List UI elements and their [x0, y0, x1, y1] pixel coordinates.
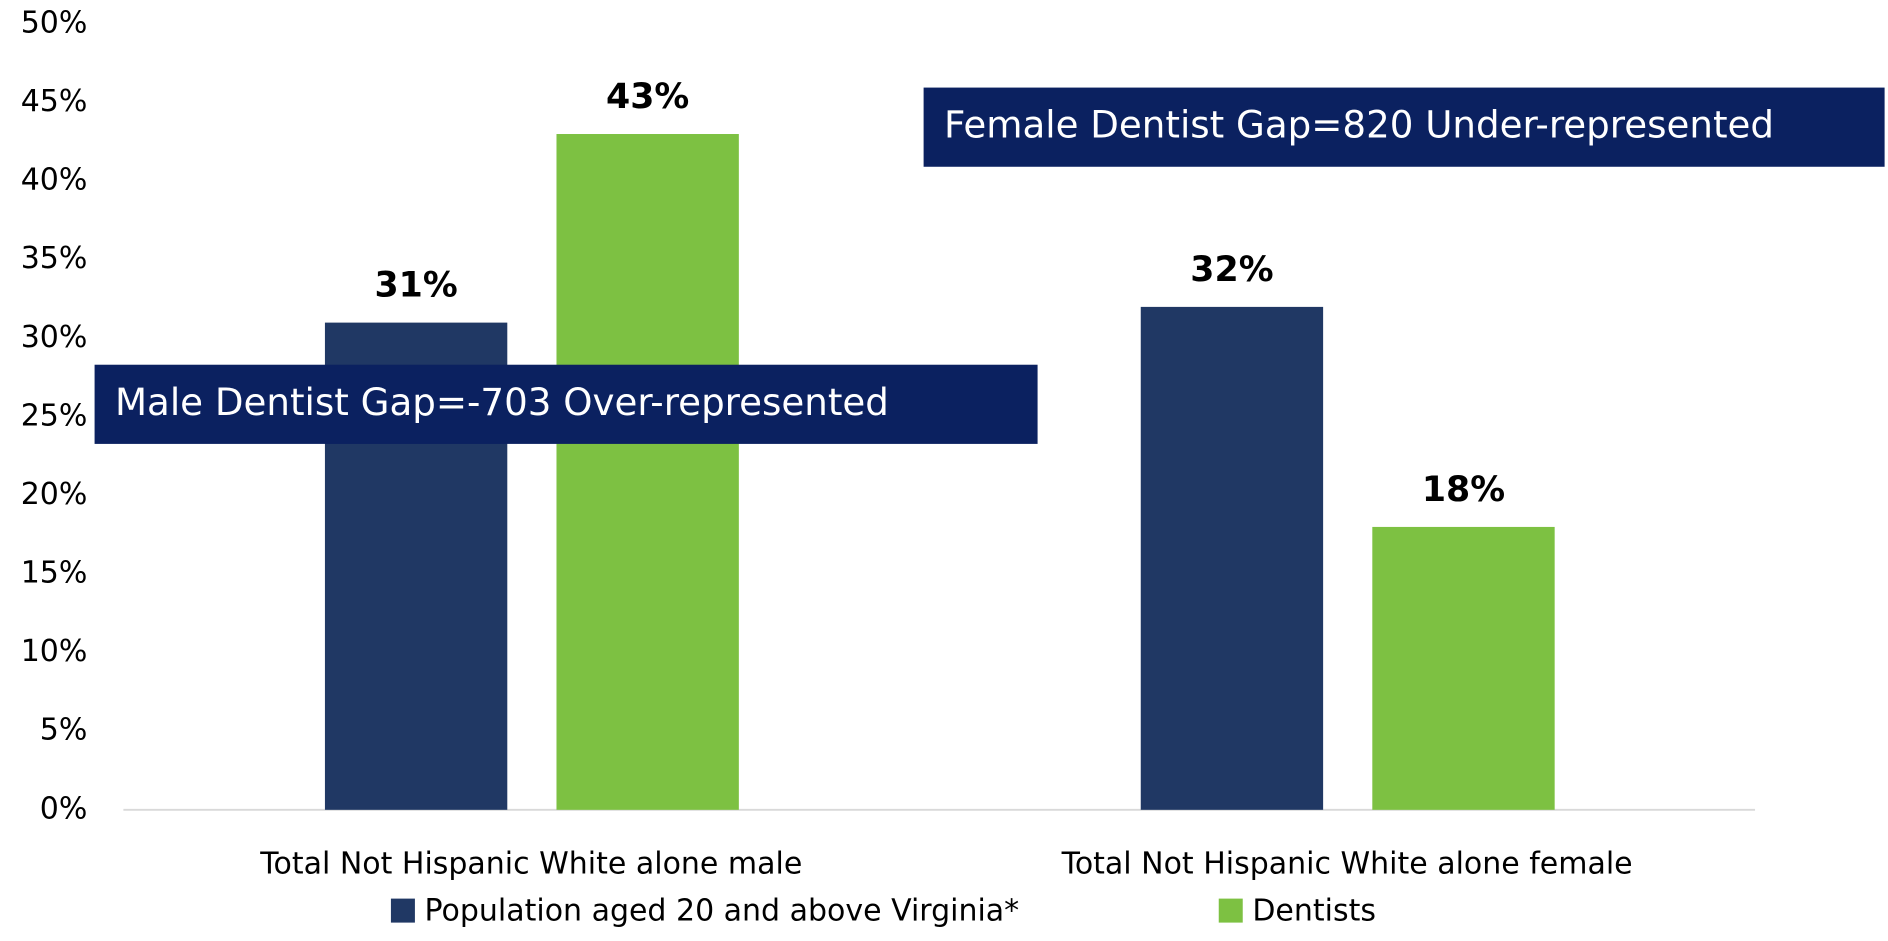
annotation: Female Dentist Gap=820 Under-represented	[944, 103, 1774, 147]
annotation-box	[923, 87, 1885, 167]
bar	[1140, 306, 1324, 810]
value-label: 43%	[606, 77, 689, 117]
value-label: 18%	[1422, 470, 1505, 510]
y-tick-label: 25%	[21, 398, 88, 433]
y-tick-label: 20%	[21, 477, 88, 512]
value-label: 31%	[374, 266, 457, 306]
annotation: Male Dentist Gap=-703 Over-represented	[115, 380, 889, 424]
x-tick-label: Total Not Hispanic White alone female	[1061, 847, 1633, 882]
y-tick-label: 40%	[21, 163, 88, 198]
y-tick-label: 5%	[40, 713, 88, 748]
legend-label: Population aged 20 and above Virginia*	[425, 893, 1020, 928]
annotation-box	[94, 364, 1038, 444]
bar	[556, 134, 739, 810]
y-tick-label: 50%	[21, 5, 88, 40]
y-tick-label: 30%	[21, 320, 88, 355]
legend-swatch	[390, 898, 415, 923]
value-label: 32%	[1190, 250, 1273, 290]
y-tick-label: 35%	[21, 241, 88, 276]
x-tick-label: Total Not Hispanic White alone male	[259, 847, 802, 882]
y-tick-label: 10%	[21, 634, 88, 669]
legend-swatch	[1218, 898, 1243, 923]
bar	[1372, 526, 1555, 810]
y-tick-label: 15%	[21, 556, 88, 591]
y-tick-label: 0%	[40, 791, 88, 826]
legend-label: Dentists	[1252, 893, 1376, 928]
y-tick-label: 45%	[21, 84, 88, 119]
